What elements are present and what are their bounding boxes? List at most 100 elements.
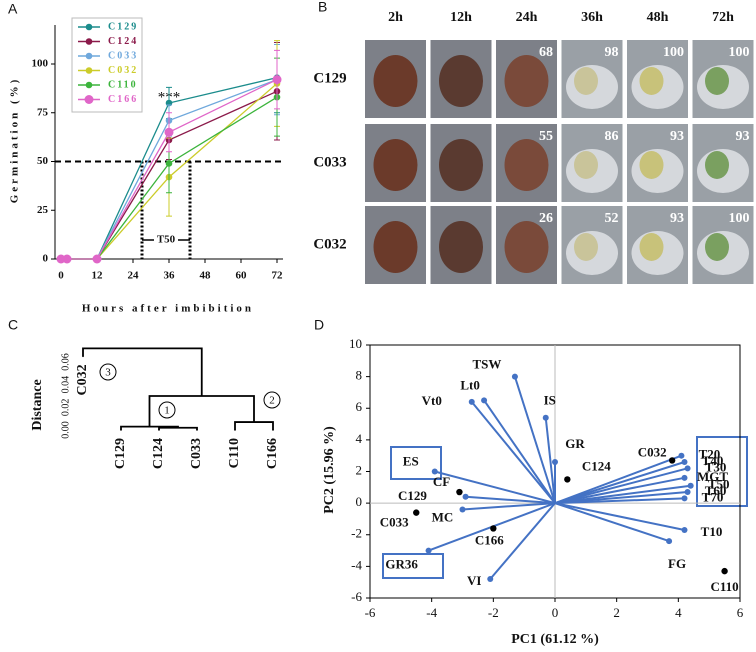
seed bbox=[705, 233, 729, 261]
score-label: C129 bbox=[398, 488, 427, 503]
seed bbox=[705, 151, 729, 179]
legend-label: C129 bbox=[108, 21, 138, 32]
seed bbox=[639, 151, 664, 179]
score-point bbox=[564, 476, 571, 483]
loading-vector bbox=[434, 470, 556, 505]
loading-label: T50 bbox=[708, 477, 730, 492]
seed bbox=[574, 151, 598, 179]
loading-label: FG bbox=[668, 556, 686, 571]
cluster-marker bbox=[99, 363, 117, 381]
germination-percent: 86 bbox=[605, 129, 619, 144]
y-tick-label: 0.06 bbox=[60, 353, 71, 371]
loading-label: Lt0 bbox=[460, 377, 480, 392]
y-tick-label: -6 bbox=[351, 589, 362, 604]
seed bbox=[639, 233, 664, 261]
y-tick-label: 4 bbox=[356, 431, 363, 446]
x-tick-label: 36 bbox=[164, 270, 176, 282]
x-tick-label: 24 bbox=[128, 270, 140, 282]
loading-label: Vt0 bbox=[422, 393, 442, 408]
cluster-label: 2 bbox=[269, 395, 275, 407]
legend-label: C124 bbox=[108, 36, 138, 47]
loading-point bbox=[425, 547, 432, 554]
leaf-label: C124 bbox=[151, 438, 166, 469]
loading-vector bbox=[544, 417, 556, 504]
loading-vector bbox=[554, 484, 691, 505]
seed bbox=[639, 67, 664, 95]
loading-point bbox=[678, 452, 685, 459]
score-point bbox=[490, 525, 497, 532]
row-label: C129 bbox=[313, 70, 346, 86]
leaf-label: C129 bbox=[113, 438, 128, 469]
score-label: C033 bbox=[380, 515, 409, 530]
germination-percent: 55 bbox=[539, 129, 553, 144]
cluster-label: 3 bbox=[105, 367, 111, 379]
cluster-marker bbox=[158, 401, 176, 419]
x-tick-label: -6 bbox=[365, 605, 376, 620]
highlight-box bbox=[382, 553, 444, 579]
y-tick-label: 100 bbox=[32, 58, 49, 70]
y-tick-label: 0.04 bbox=[60, 376, 71, 394]
marker bbox=[92, 254, 102, 264]
legend-marker bbox=[84, 95, 94, 104]
t50-label: T50 bbox=[157, 234, 176, 246]
score-point bbox=[721, 567, 728, 575]
x-tick-label: 4 bbox=[675, 605, 682, 620]
loading-point bbox=[431, 468, 438, 475]
legend-marker bbox=[85, 23, 93, 31]
marker bbox=[164, 127, 174, 137]
germination-percent: 52 bbox=[605, 211, 619, 226]
legend-label: C166 bbox=[108, 94, 138, 105]
y-tick-label: 0 bbox=[43, 253, 49, 265]
branch bbox=[234, 421, 274, 430]
seed bbox=[504, 55, 549, 107]
y-tick-label: 10 bbox=[349, 336, 362, 351]
loading-point bbox=[552, 459, 558, 466]
loading-label: VI bbox=[467, 573, 481, 588]
seed bbox=[574, 233, 598, 261]
loading-label: T30 bbox=[705, 459, 727, 474]
score-point bbox=[413, 509, 420, 516]
legend-marker bbox=[85, 38, 93, 45]
column-header: 36h bbox=[581, 10, 603, 25]
seed bbox=[504, 139, 549, 191]
y-axis-label: PC2 (15.96 %) bbox=[322, 426, 337, 514]
loading-point bbox=[684, 465, 691, 472]
germination-percent: 93 bbox=[736, 129, 750, 144]
x-tick-label: 72 bbox=[272, 270, 284, 282]
seed bbox=[439, 221, 483, 273]
x-axis-label: Hours after imbibition bbox=[82, 303, 254, 315]
x-tick-label: -2 bbox=[488, 605, 499, 620]
loading-label: MC bbox=[432, 509, 454, 524]
loading-point bbox=[681, 495, 688, 502]
leaf-label: C032 bbox=[75, 364, 90, 395]
cluster-marker bbox=[263, 391, 281, 409]
germination-percent: 68 bbox=[539, 45, 553, 60]
panel-letter: D bbox=[314, 317, 324, 333]
leaf-label: C110 bbox=[227, 438, 242, 468]
marker bbox=[272, 75, 282, 85]
legend-label: C110 bbox=[108, 79, 138, 90]
panel-letter: B bbox=[318, 0, 327, 15]
loading-vector bbox=[554, 502, 685, 531]
y-tick-label: 25 bbox=[37, 204, 49, 216]
seed bbox=[439, 139, 483, 191]
seed bbox=[373, 55, 418, 107]
loading-vector bbox=[465, 495, 556, 505]
germination-percent: 93 bbox=[670, 211, 684, 226]
seed bbox=[439, 55, 483, 107]
x-tick-label: 0 bbox=[58, 270, 64, 282]
y-tick-label: 0 bbox=[356, 494, 363, 509]
column-header: 12h bbox=[450, 10, 472, 25]
marker bbox=[62, 254, 72, 264]
loading-label: GR36 bbox=[385, 557, 418, 572]
column-header: 2h bbox=[388, 10, 403, 25]
loading-point bbox=[666, 538, 673, 545]
x-tick-label: 0 bbox=[552, 605, 559, 620]
loading-vector bbox=[554, 461, 685, 505]
loading-vector bbox=[462, 502, 556, 511]
loading-point bbox=[681, 527, 688, 534]
x-tick-label: 48 bbox=[200, 270, 212, 282]
y-tick-label: -2 bbox=[351, 526, 362, 541]
loading-vector bbox=[554, 476, 685, 505]
